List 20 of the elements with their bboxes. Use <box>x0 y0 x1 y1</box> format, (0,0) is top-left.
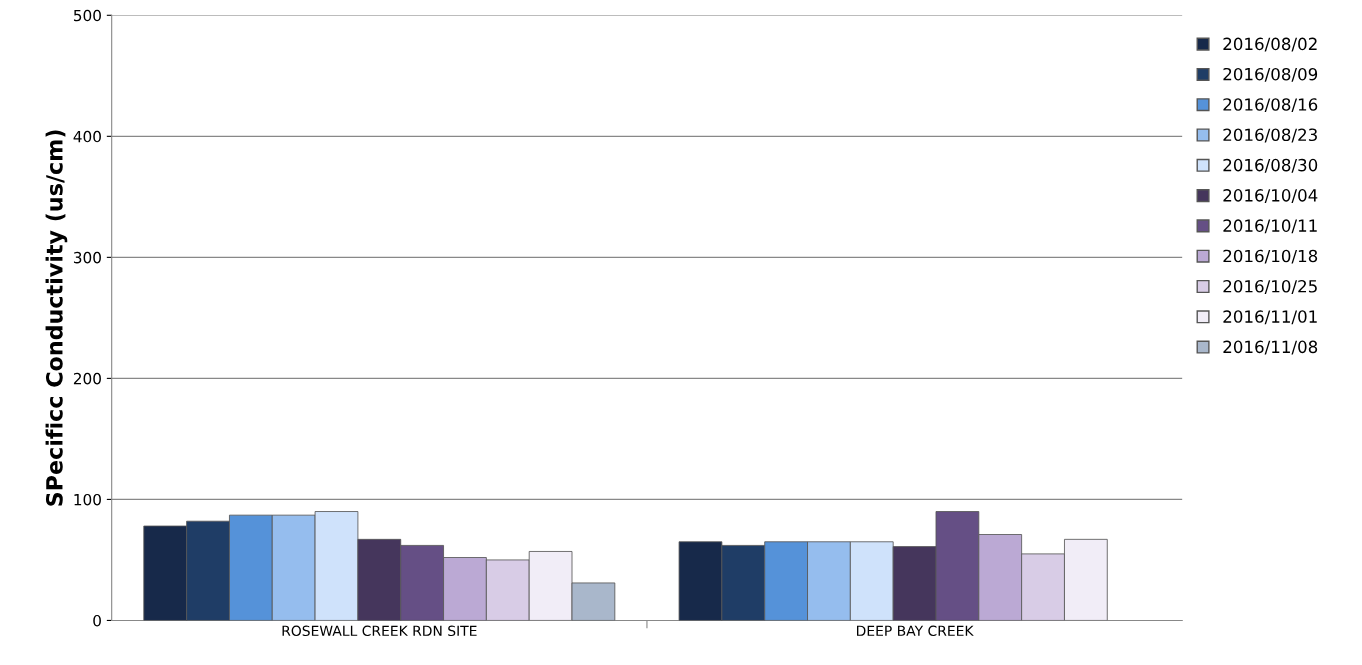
legend-label: 2016/08/02 <box>1223 37 1317 52</box>
legend-label: 2016/08/09 <box>1223 67 1318 82</box>
legend-label: 2016/08/30 <box>1223 158 1318 173</box>
legend-label: 2016/08/23 <box>1223 128 1317 143</box>
x-tick-label: DEEP BAY CREEK <box>857 625 974 637</box>
y-tick-label: 100 <box>74 493 101 506</box>
legend-label: 2016/11/01 <box>1223 310 1317 325</box>
y-tick-label: 500 <box>73 9 101 22</box>
y-tick-label: 200 <box>73 372 101 385</box>
legend-label: 2016/10/04 <box>1223 189 1318 203</box>
x-tick-label: ROSEWALL CREEK RDN SITE <box>282 625 477 637</box>
y-axis-title: SPecificc Conductivity (us/cm) <box>45 130 68 506</box>
legend-label: 2016/10/25 <box>1223 279 1317 294</box>
legend-label: 2016/10/11 <box>1223 219 1317 234</box>
y-tick-label: 400 <box>73 130 101 143</box>
y-tick-label: 0 <box>93 614 101 627</box>
legend-label: 2016/08/16 <box>1223 98 1318 113</box>
legend-label: 2016/10/18 <box>1223 249 1318 264</box>
y-tick-label: 300 <box>73 251 101 264</box>
legend-label: 2016/11/08 <box>1223 340 1318 355</box>
